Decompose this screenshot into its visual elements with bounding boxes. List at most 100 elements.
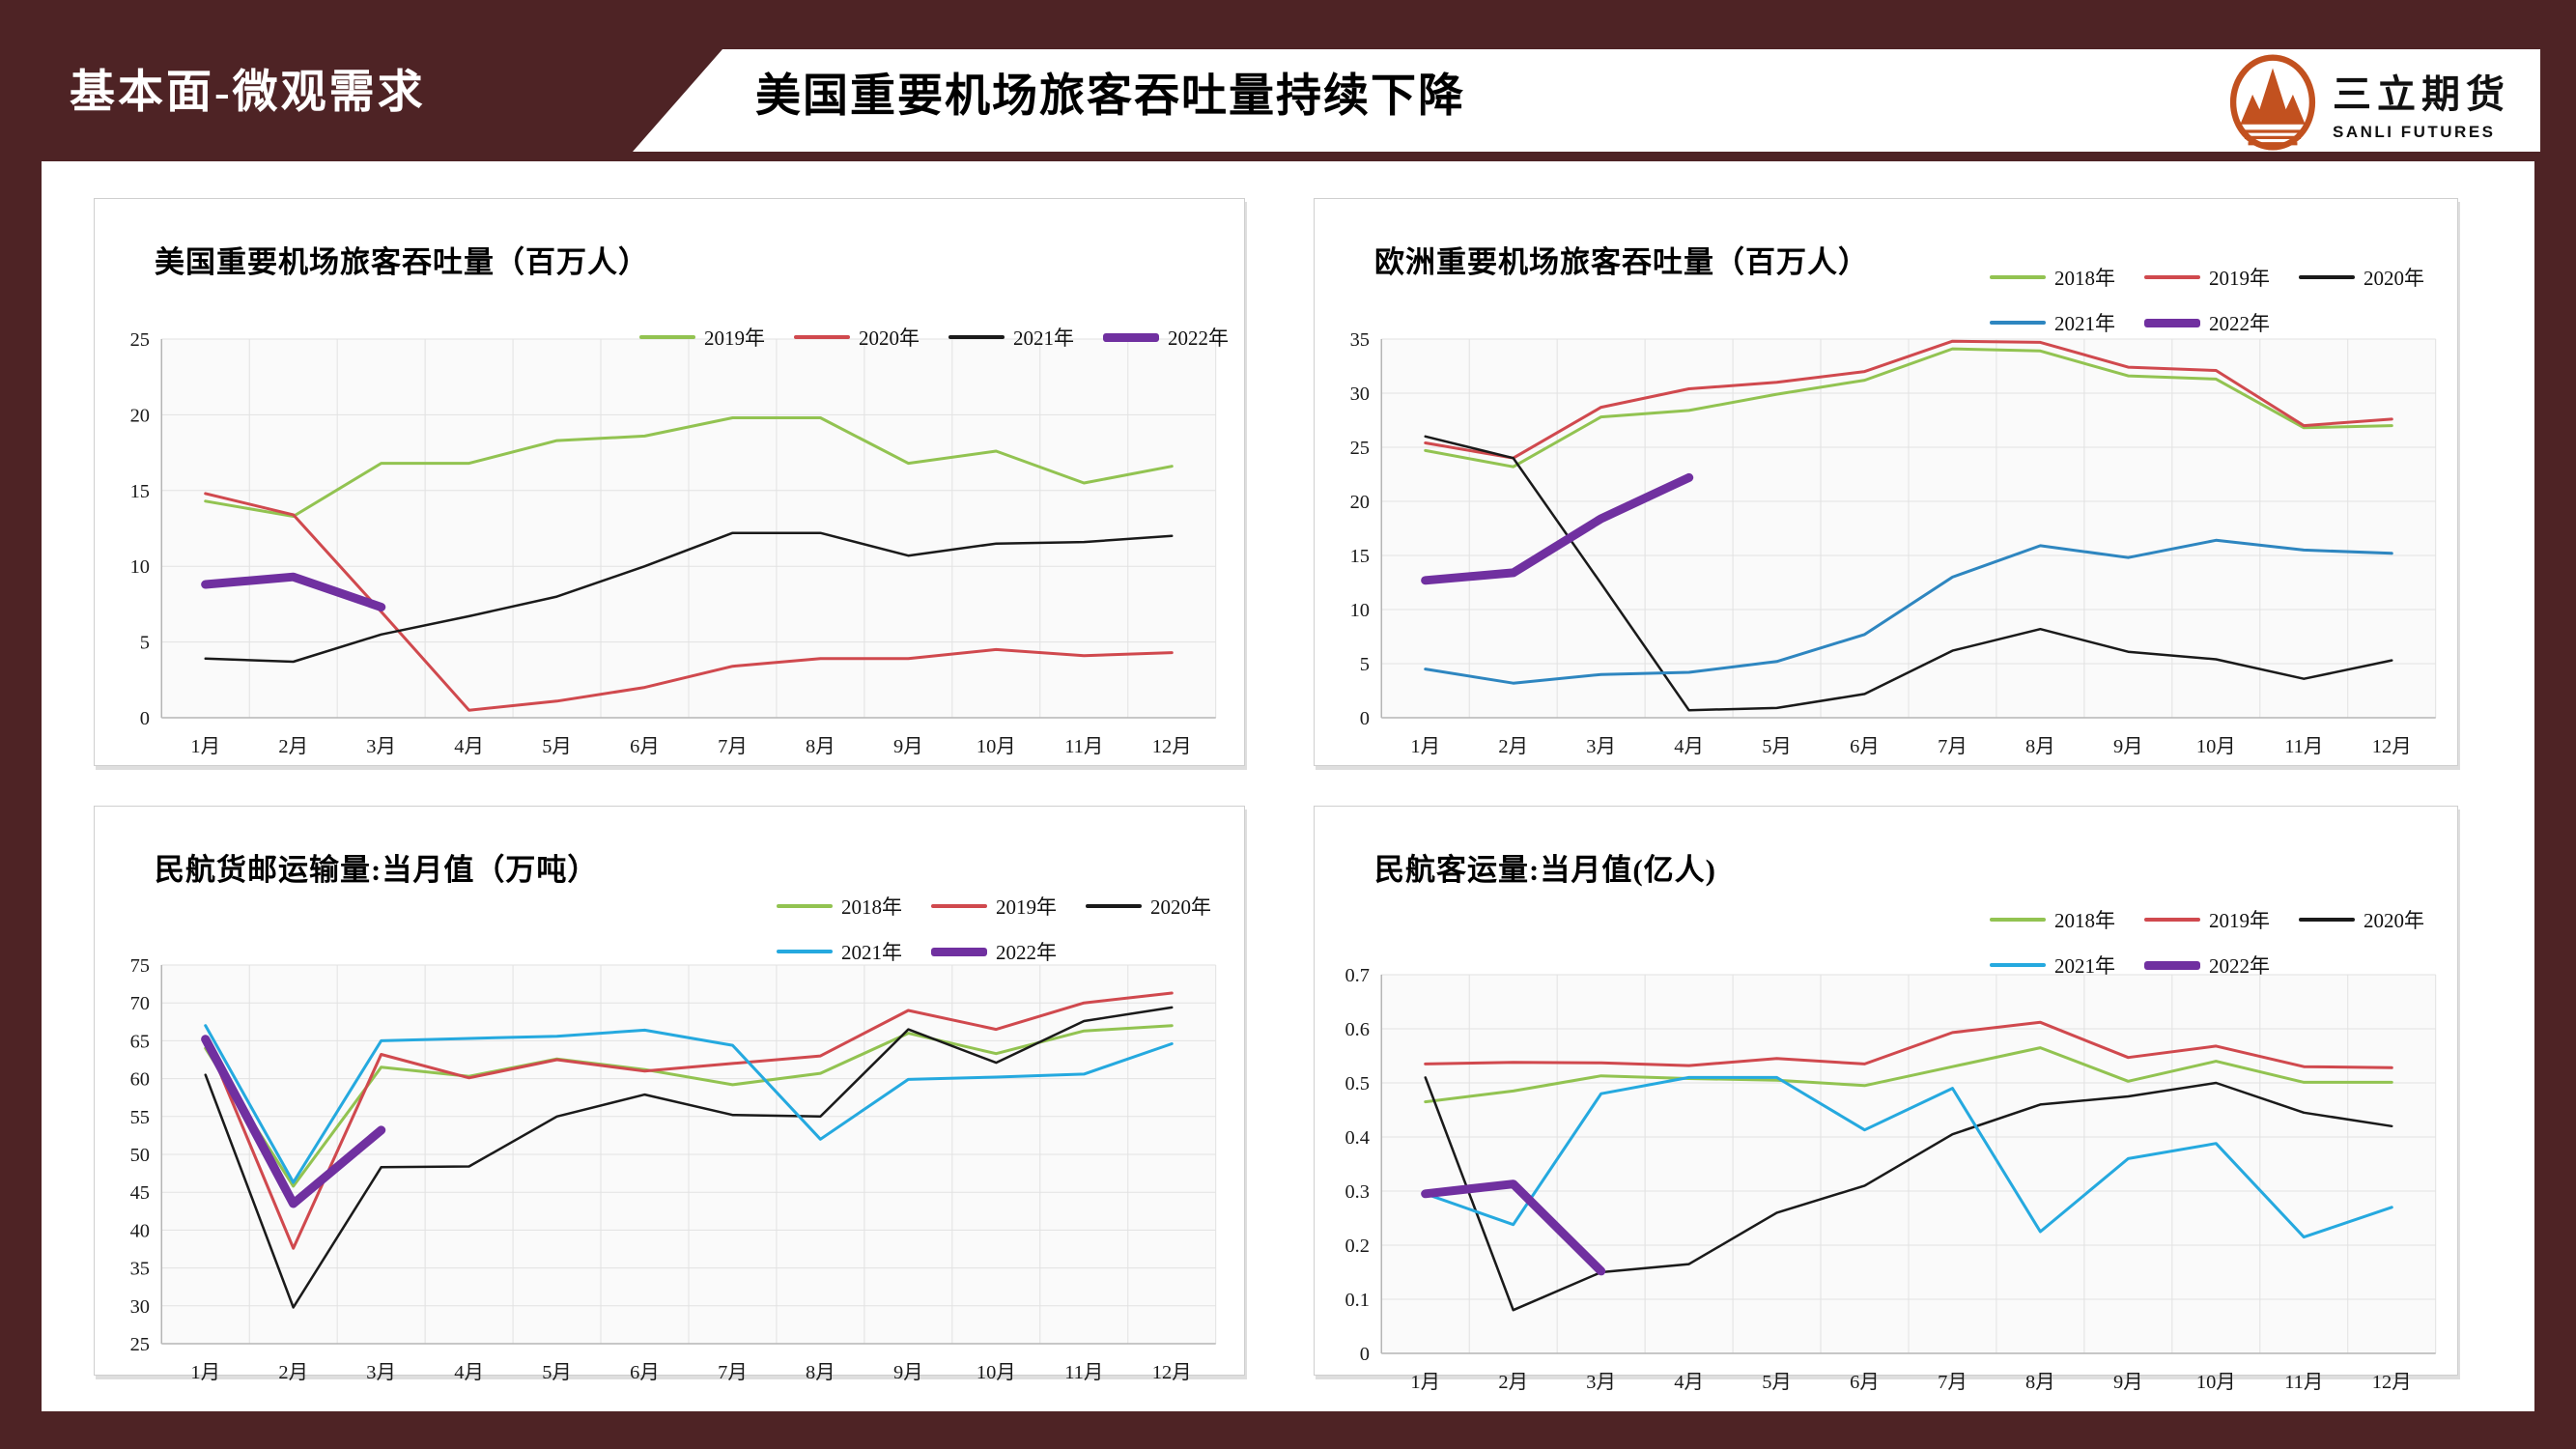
svg-text:65: 65 xyxy=(130,1032,150,1053)
svg-text:9月: 9月 xyxy=(893,1362,923,1383)
legend-line-swatch xyxy=(931,947,987,956)
svg-text:5: 5 xyxy=(140,633,150,654)
legend-label: 2018年 xyxy=(2054,267,2115,290)
chart-panel-passenger-volume: 民航客运量:当月值(亿人) 2018年 2019年 2020年 2021年 2022年 … xyxy=(1314,806,2458,1393)
svg-text:11月: 11月 xyxy=(2284,1372,2323,1393)
svg-text:10月: 10月 xyxy=(2196,736,2236,757)
svg-text:35: 35 xyxy=(1350,329,1370,351)
legend-line-swatch xyxy=(1990,963,2046,967)
svg-text:35: 35 xyxy=(130,1259,150,1280)
legend-label: 2020年 xyxy=(2364,909,2424,932)
svg-text:20: 20 xyxy=(130,406,150,427)
svg-text:50: 50 xyxy=(130,1145,150,1166)
svg-text:1月: 1月 xyxy=(1410,736,1440,757)
chart-legend: 2018年 2019年 2020年 2021年 2022年 xyxy=(777,892,1211,966)
legend-item-2022年: 2022年 xyxy=(2144,951,2270,980)
svg-text:6月: 6月 xyxy=(630,1362,660,1383)
legend-label: 2019年 xyxy=(2209,909,2270,932)
svg-text:0.2: 0.2 xyxy=(1345,1236,1370,1257)
svg-text:25: 25 xyxy=(130,329,150,351)
legend-item-2022年: 2022年 xyxy=(2144,308,2270,337)
svg-text:10: 10 xyxy=(130,556,150,578)
svg-text:60: 60 xyxy=(130,1069,150,1091)
legend-label: 2022年 xyxy=(2209,954,2270,978)
chart-title: 民航客运量:当月值(亿人) xyxy=(1374,853,1716,887)
svg-text:3月: 3月 xyxy=(366,736,396,757)
svg-text:5: 5 xyxy=(1360,654,1370,675)
chart-panel-europe-airports: 欧洲重要机场旅客吞吐量（百万人） 2018年 2019年 2020年 2021年 202… xyxy=(1314,198,2458,766)
svg-text:8月: 8月 xyxy=(806,1362,835,1383)
svg-text:1月: 1月 xyxy=(190,1362,220,1383)
legend-line-swatch xyxy=(2144,918,2200,922)
svg-text:11月: 11月 xyxy=(1064,736,1103,757)
svg-text:30: 30 xyxy=(130,1296,150,1318)
legend-label: 2021年 xyxy=(2054,954,2115,978)
legend-row: 2021年 2022年 xyxy=(1990,951,2424,980)
svg-text:8月: 8月 xyxy=(2025,1372,2055,1393)
svg-text:20: 20 xyxy=(1350,492,1370,513)
legend-line-swatch xyxy=(1990,918,2046,922)
legend-item-2018年: 2018年 xyxy=(1990,905,2115,934)
chart-legend: 2018年 2019年 2020年 2021年 2022年 xyxy=(1990,263,2424,337)
svg-text:0.7: 0.7 xyxy=(1345,965,1370,986)
chart-legend: 2019年 2020年 2021年 2022年 xyxy=(639,323,1229,352)
svg-text:6月: 6月 xyxy=(1850,736,1880,757)
legend-line-swatch xyxy=(2299,275,2355,279)
svg-text:30: 30 xyxy=(1350,384,1370,405)
page-title: 美国重要机场旅客吞吐量持续下降 xyxy=(755,71,1465,122)
svg-text:10月: 10月 xyxy=(977,1362,1016,1383)
legend-item-2020年: 2020年 xyxy=(794,323,920,352)
svg-text:0.6: 0.6 xyxy=(1345,1019,1370,1040)
legend-line-swatch xyxy=(639,335,695,339)
legend-label: 2022年 xyxy=(996,941,1057,964)
svg-text:0.4: 0.4 xyxy=(1345,1127,1370,1149)
legend-label: 2021年 xyxy=(1013,327,1074,350)
mountain-logo-icon xyxy=(2229,54,2316,151)
svg-text:12月: 12月 xyxy=(1152,736,1192,757)
legend-item-2020年: 2020年 xyxy=(2299,263,2424,292)
legend-row: 2021年 2022年 xyxy=(777,937,1211,966)
legend-line-swatch xyxy=(794,335,850,339)
legend-label: 2018年 xyxy=(2054,909,2115,932)
svg-text:7月: 7月 xyxy=(718,1362,748,1383)
legend-label: 2022年 xyxy=(1168,327,1229,350)
legend-item-2018年: 2018年 xyxy=(777,892,902,921)
title-band xyxy=(633,49,2540,152)
svg-text:55: 55 xyxy=(130,1107,150,1128)
legend-item-2022年: 2022年 xyxy=(931,937,1057,966)
svg-text:8月: 8月 xyxy=(2025,736,2055,757)
svg-text:3月: 3月 xyxy=(1586,1372,1616,1393)
legend-line-swatch xyxy=(2144,960,2200,970)
legend-label: 2019年 xyxy=(2209,267,2270,290)
legend-line-swatch xyxy=(777,904,833,908)
line-chart-passenger-volume: 0 0.1 0.2 0.3 0.4 0.5 0.6 0.7 1月 2月 3月 4月 5月 6月 7月 8月 9月… xyxy=(1345,965,2437,1393)
svg-text:45: 45 xyxy=(130,1182,150,1204)
svg-text:0.1: 0.1 xyxy=(1345,1290,1370,1311)
svg-text:6月: 6月 xyxy=(1850,1372,1880,1393)
legend-item-2022年: 2022年 xyxy=(1103,323,1229,352)
legend-line-swatch xyxy=(1103,332,1159,342)
legend-item-2021年: 2021年 xyxy=(777,937,902,966)
legend-label: 2021年 xyxy=(841,941,902,964)
slide-content: 美国重要机场旅客吞吐量（百万人） 2019年 2020年 2021年 2022年 0 5… xyxy=(42,161,2534,1411)
svg-text:40: 40 xyxy=(130,1221,150,1242)
legend-item-2020年: 2020年 xyxy=(1086,892,1211,921)
legend-item-2020年: 2020年 xyxy=(2299,905,2424,934)
svg-text:2月: 2月 xyxy=(1498,1372,1528,1393)
company-logo: 三立期货 SANLI FUTURES xyxy=(2228,54,2510,151)
svg-text:10月: 10月 xyxy=(977,736,1016,757)
svg-text:7月: 7月 xyxy=(1938,1372,1967,1393)
legend-label: 2021年 xyxy=(2054,312,2115,335)
svg-text:11月: 11月 xyxy=(1064,1362,1103,1383)
svg-text:10月: 10月 xyxy=(2196,1372,2236,1393)
section-tag: 基本面-微观需求 xyxy=(70,68,426,118)
svg-text:9月: 9月 xyxy=(2113,1372,2143,1393)
legend-row: 2018年 2019年 2020年 xyxy=(777,892,1211,921)
svg-text:4月: 4月 xyxy=(454,736,484,757)
logo-name-en: SANLI FUTURES xyxy=(2333,123,2496,141)
svg-text:0.5: 0.5 xyxy=(1345,1073,1370,1094)
legend-label: 2022年 xyxy=(2209,312,2270,335)
svg-text:2月: 2月 xyxy=(1498,736,1528,757)
line-chart-us-airports: 0 5 10 15 20 25 1月 2月 3月 4月 5月 6月 7月 8月 9月 10月 11月 12月 xyxy=(130,329,1217,757)
svg-text:5月: 5月 xyxy=(1762,1372,1792,1393)
